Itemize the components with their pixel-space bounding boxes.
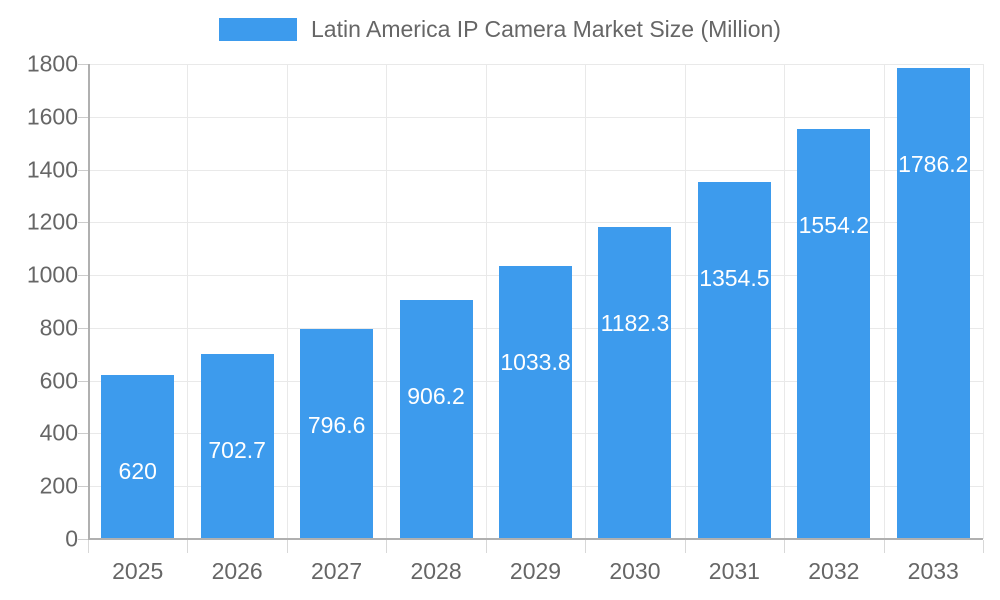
y-axis-tick-label: 0 (65, 525, 78, 552)
bar-2026[interactable] (200, 353, 274, 539)
y-axis-tick-label: 800 (39, 314, 78, 341)
y-axis-tick-label: 1000 (26, 261, 78, 288)
x-axis-tick-label-2028: 2028 (410, 558, 462, 584)
x-axis-line (88, 538, 983, 540)
bar-value-label: 1554.2 (798, 211, 869, 238)
x-axis-tick-label-2025: 2025 (112, 558, 164, 584)
x-axis-tick-mark (684, 540, 686, 553)
x-axis-tick-mark (286, 540, 288, 553)
x-axis-tick-mark (88, 540, 89, 553)
bar-value-label: 702.7 (208, 436, 266, 463)
x-axis-tick-label-2030: 2030 (609, 558, 661, 584)
gridline-vertical (784, 64, 786, 539)
bar-2029[interactable] (499, 266, 572, 539)
bar-2033[interactable] (896, 67, 970, 539)
gridline-horizontal (88, 64, 983, 65)
gridline-horizontal (88, 169, 983, 171)
y-axis-tick-mark (78, 539, 88, 540)
bar-value-label: 1182.3 (600, 310, 670, 336)
x-axis-tick-mark (983, 540, 984, 553)
bar-value-label: 1786.2 (898, 150, 969, 177)
x-axis-tick-mark (883, 540, 885, 553)
x-axis-tick-label-2033: 2033 (907, 558, 959, 584)
y-axis-tick-mark (78, 380, 88, 382)
y-axis-tick-mark (78, 222, 88, 224)
x-axis-tick-mark (187, 540, 189, 553)
gridline-vertical (286, 64, 288, 539)
y-axis-tick-mark (78, 116, 88, 118)
y-axis-line (88, 64, 90, 540)
legend-label: Latin America IP Camera Market Size (Mil… (311, 15, 781, 42)
gridline-vertical (485, 64, 487, 539)
x-axis-tick-mark (585, 540, 587, 553)
gridline-vertical (684, 64, 686, 539)
bar-value-label: 1354.5 (699, 264, 770, 291)
x-axis-tick-label-2027: 2027 (311, 558, 363, 584)
bar-2025[interactable] (101, 375, 175, 539)
x-axis-tick-label-2026: 2026 (211, 558, 263, 584)
bar-2032[interactable] (797, 128, 871, 539)
bar-value-label: 1033.8 (500, 349, 571, 376)
y-axis-tick-mark (78, 275, 88, 277)
y-axis-tick-label: 1800 (26, 50, 78, 77)
bar-2027[interactable] (300, 328, 374, 539)
y-axis-tick-mark (78, 433, 88, 435)
y-axis-tick-mark (78, 169, 88, 171)
bar-2031[interactable] (697, 181, 771, 539)
gridline-horizontal (88, 222, 983, 224)
bar-2030[interactable] (598, 227, 672, 539)
gridline-vertical (983, 64, 984, 539)
x-axis-tick-label-2029: 2029 (509, 558, 562, 584)
y-axis-tick-label: 1400 (26, 156, 78, 183)
x-axis-tick-label-2031: 2031 (708, 558, 760, 584)
y-axis-tick-mark (78, 64, 88, 65)
y-axis-tick-label: 600 (39, 367, 78, 394)
y-axis-tick-label: 400 (39, 419, 78, 446)
bar-value-label: 796.6 (307, 411, 366, 438)
gridline-vertical (585, 64, 587, 539)
x-axis-tick-mark (485, 540, 487, 553)
x-axis-tick-mark (386, 540, 388, 553)
gridline-vertical (386, 64, 388, 539)
y-axis-tick-label: 1600 (26, 103, 78, 130)
x-axis-tick-label-2032: 2032 (808, 558, 860, 584)
y-axis-tick-label: 1200 (26, 208, 78, 235)
y-axis-tick-label: 200 (39, 472, 78, 499)
bar-value-label: 906.2 (407, 382, 465, 409)
y-axis-tick-mark (78, 486, 88, 488)
gridline-vertical (883, 64, 885, 539)
plot-area (88, 64, 984, 540)
y-axis-tick-mark (78, 327, 88, 329)
legend-color-swatch (219, 17, 298, 41)
bar-2028[interactable] (399, 299, 473, 539)
gridline-vertical (187, 64, 189, 539)
bar-value-label: 620 (118, 458, 157, 485)
chart-legend: Latin America IP Camera Market Size (Mil… (0, 12, 1000, 46)
gridline-horizontal (88, 116, 983, 118)
x-axis-tick-mark (784, 540, 786, 553)
